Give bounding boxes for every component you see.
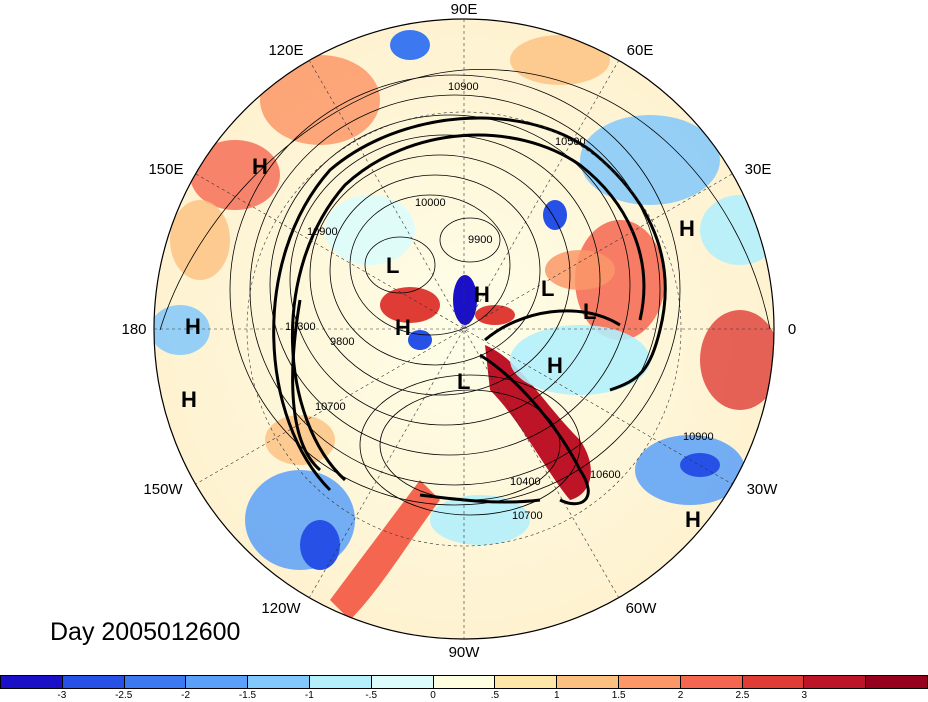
lon-label-60e: 60E: [627, 42, 654, 59]
colorbar-swatch: [186, 676, 249, 688]
colorbar-tick-label: 3: [801, 690, 808, 701]
contour-label: 9900: [468, 234, 492, 246]
colorbar-tick-label: -1: [304, 690, 314, 701]
colorbar-tick-label: .5: [490, 690, 500, 701]
lon-label-120e: 120E: [268, 42, 303, 59]
lon-label-150e: 150E: [148, 161, 183, 178]
colorbar-swatch: [1, 676, 63, 688]
colorbar-tick-label: -1.5: [238, 690, 257, 701]
colorbar-swatch: [371, 676, 434, 688]
high-center: H: [185, 314, 201, 339]
contour-label: 10300: [285, 321, 316, 333]
contour-label: 10900: [307, 226, 338, 238]
high-center: H: [679, 216, 695, 241]
high-center: H: [395, 315, 411, 340]
low-center: L: [583, 299, 596, 324]
colorbar-tick-label: 2: [677, 690, 684, 701]
colorbar-swatch: [742, 676, 805, 688]
lon-label-150w: 150W: [143, 481, 183, 498]
colorbar-tick-label: 2.5: [735, 690, 750, 701]
lon-label-30e: 30E: [745, 161, 772, 178]
contour-label: 10400: [510, 476, 541, 488]
high-center: H: [547, 353, 563, 378]
colorbar-tick-label: 1.5: [611, 690, 626, 701]
low-center: L: [541, 276, 554, 301]
geopotential-contours: [159, 69, 771, 516]
graticule: [153, 18, 775, 640]
low-center: L: [386, 253, 399, 278]
colorbar-swatch: [618, 676, 681, 688]
contour-label: 10000: [415, 197, 446, 209]
contour-label: 9800: [330, 336, 354, 348]
contour-label: 10900: [448, 81, 479, 93]
colorbar-swatch: [62, 676, 125, 688]
high-center: H: [685, 507, 701, 532]
colorbar-ticks: -3 -2.5 -2 -1.5 -1 -.5 0 .5 1 1.5 2 2.5 3: [0, 690, 928, 702]
colorbar-swatch: [309, 676, 372, 688]
contour-label: 10500: [555, 136, 586, 148]
lon-label-30w: 30W: [747, 481, 779, 498]
colorbar-swatch: [433, 676, 496, 688]
colorbar-tick-label: 1: [554, 690, 560, 701]
colorbar-swatch: [248, 676, 310, 688]
colorbar-tick-label: -2: [181, 690, 191, 701]
colorbar-swatch: [804, 676, 867, 688]
colorbar-swatch: [557, 676, 619, 688]
longitude-labels: 90E 60E 30E 0 30W 60W 90W 120W 150W 180 …: [121, 1, 796, 661]
colorbar-tick-label: -3: [57, 690, 67, 701]
jet-contours: [272, 116, 667, 506]
contour-value-labels: 10900 10700 10500 10300 10000 9900 9800 …: [285, 81, 714, 522]
low-center: L: [457, 369, 470, 394]
contour-label: 10700: [315, 401, 346, 413]
colorbar-swatch: [680, 676, 743, 688]
lon-label-90e: 90E: [451, 1, 478, 18]
contour-label: 10600: [590, 469, 621, 481]
colorbar-swatch: [495, 676, 558, 688]
contour-label: 10700: [512, 510, 543, 522]
lon-label-60w: 60W: [626, 600, 658, 617]
high-center: H: [252, 154, 268, 179]
lon-label-120w: 120W: [261, 600, 301, 617]
colorbar-swatch: [124, 676, 187, 688]
pressure-centers: H H H H H H H H L L L L: [181, 154, 701, 532]
colorbar-tick-label: -.5: [365, 690, 378, 701]
high-center: H: [181, 387, 197, 412]
lon-label-0: 0: [788, 321, 796, 338]
day-label: Day 2005012600: [50, 618, 241, 646]
colorbar-swatch: [866, 676, 927, 688]
high-center: H: [474, 282, 490, 307]
contour-label: 10900: [683, 431, 714, 443]
colorbar-tick-label: 0: [430, 690, 436, 701]
colorbar: [0, 675, 928, 689]
lon-label-180: 180: [121, 321, 146, 338]
lon-label-90w: 90W: [449, 644, 481, 661]
colorbar-tick-label: -2.5: [115, 690, 133, 701]
